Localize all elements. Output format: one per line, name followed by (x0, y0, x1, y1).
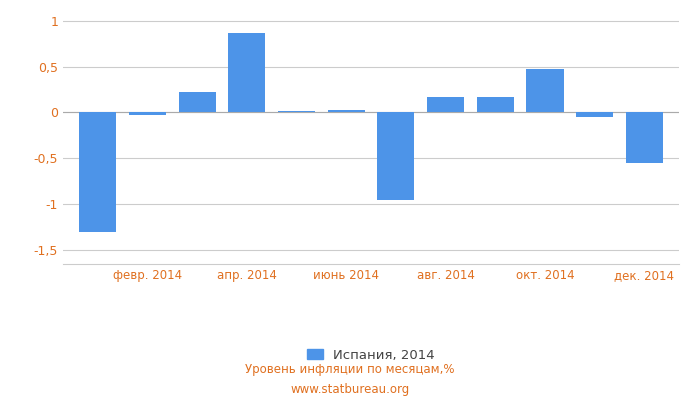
Bar (328, 110, 365, 112)
Bar (79, 112, 116, 232)
Bar (477, 97, 514, 112)
Bar (377, 112, 414, 200)
Bar (228, 32, 265, 112)
Text: Уровень инфляции по месяцам,%: Уровень инфляции по месяцам,% (245, 364, 455, 376)
Bar (129, 112, 166, 115)
Bar (278, 111, 315, 112)
Bar (576, 112, 613, 117)
Text: www.statbureau.org: www.statbureau.org (290, 384, 410, 396)
Bar (626, 112, 663, 163)
Bar (526, 69, 564, 112)
Bar (178, 92, 216, 112)
Legend: Испания, 2014: Испания, 2014 (307, 348, 435, 362)
Bar (427, 97, 464, 112)
